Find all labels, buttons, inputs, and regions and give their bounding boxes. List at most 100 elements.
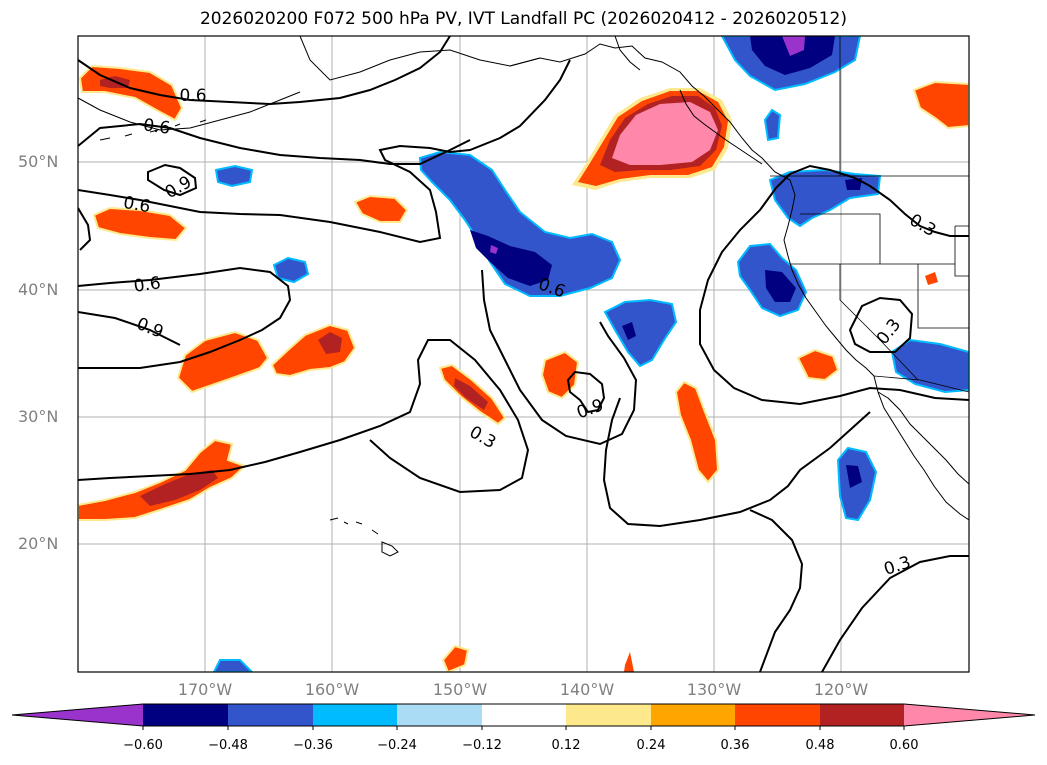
pc-positive-blob-subtropical-jet xyxy=(140,470,218,506)
pc-negative-blob-long xyxy=(470,230,552,286)
contour-label-group: 0.6 0.6 0.9 0.6 0.6 0.9 0.6 0.3 0.9 0.3 … xyxy=(122,86,939,580)
lon-label-120w: 120°W xyxy=(813,680,869,699)
pc-positive-blob-gulf-alaska xyxy=(612,102,718,165)
negative-anomaly-fields xyxy=(212,36,969,672)
contour-label: 0.6 xyxy=(179,86,206,106)
state-border xyxy=(800,213,881,264)
pc-negative-blob-mid xyxy=(603,298,678,368)
colorbar-segment xyxy=(482,704,566,726)
pv-contour-line xyxy=(848,296,914,353)
colorbar-tick-label: 0.24 xyxy=(636,738,666,753)
pc-positive-blob-bottom xyxy=(441,644,470,672)
pv-contour-line xyxy=(775,164,969,237)
contour-label: 0.6 xyxy=(142,115,172,139)
colorbar-tick-label: 0.36 xyxy=(720,738,750,753)
contour-label: 0.6 xyxy=(133,273,163,297)
pc-negative-blob-bottom xyxy=(212,659,254,672)
colorbar-tick-label: −0.24 xyxy=(377,738,417,753)
pc-positive-blob-small-ne xyxy=(925,272,938,285)
state-border xyxy=(917,264,969,329)
colorbar-segment xyxy=(228,704,313,726)
pc-negative-blob-baja xyxy=(846,465,862,488)
colorbar xyxy=(11,703,1036,730)
colorbar-tick-label: 0.12 xyxy=(551,738,581,753)
lon-label-140w: 140°W xyxy=(559,680,615,699)
lon-label-170w: 170°W xyxy=(177,680,233,699)
pc-negative-blob-small-3 xyxy=(763,108,782,142)
pc-positive-blob-w2 xyxy=(353,194,409,223)
lat-label-30n: 30°N xyxy=(18,407,59,426)
lon-label-130w: 130°W xyxy=(686,680,742,699)
colorbar-tick-label: −0.60 xyxy=(123,738,163,753)
colorbar-tick-label: −0.36 xyxy=(293,738,333,753)
pv-contour-line xyxy=(147,163,198,197)
alaska-coast xyxy=(614,36,641,71)
pc-positive-blob-subtropical-jet xyxy=(78,438,247,521)
colorbar-tick-label: −0.48 xyxy=(208,738,248,753)
pv-contour-line xyxy=(78,266,292,369)
pv-contour-line xyxy=(78,122,471,165)
colorbar-segment xyxy=(735,704,820,726)
pv-contour-line xyxy=(78,36,451,106)
positive-anomaly-fields xyxy=(78,64,969,672)
aleutian-islands xyxy=(99,119,207,141)
lat-label-20n: 20°N xyxy=(18,534,59,553)
pv-contour-line xyxy=(481,269,638,446)
pv-contour-line xyxy=(78,207,92,251)
lon-label-150w: 150°W xyxy=(432,680,488,699)
map-frame xyxy=(77,35,970,673)
colorbar-segment xyxy=(143,704,228,726)
colorbar-segment xyxy=(313,704,397,726)
baja-coast xyxy=(877,391,969,485)
pv-contour-line xyxy=(821,555,969,672)
political-borders xyxy=(770,36,969,393)
bc-coast xyxy=(679,89,763,165)
colorbar-segment xyxy=(566,704,651,726)
pc-negative-blob-norcal xyxy=(765,270,796,302)
lat-label-50n: 50°N xyxy=(18,152,59,171)
pc-negative-blob-long xyxy=(418,150,622,297)
us-mexico-border xyxy=(873,375,969,393)
colorbar-tick-label: 0.60 xyxy=(889,738,919,753)
pc-negative-blob-small-1 xyxy=(214,164,254,188)
colorbar-segment xyxy=(820,704,904,726)
pc-positive-blob-bottom xyxy=(624,652,634,672)
figure-title: 2026020200 F072 500 hPa PV, IVT Landfall… xyxy=(199,9,847,29)
alaska-coast xyxy=(509,43,791,181)
pv-contour-line xyxy=(602,397,871,528)
lat-label-40n: 40°N xyxy=(18,280,59,299)
pc-negative-blob-top xyxy=(782,36,805,56)
hawaii-islands xyxy=(329,517,399,557)
pv-contour-line xyxy=(78,339,530,494)
colorbar-tick-marks xyxy=(142,726,905,730)
state-border xyxy=(839,264,919,381)
pc-positive-blob-diagonal xyxy=(454,378,488,410)
pc-negative-blob-mid xyxy=(622,322,636,340)
colorbar-segment xyxy=(397,704,482,726)
colorbar-segment xyxy=(651,704,735,726)
pv-contour-line xyxy=(699,187,969,406)
colorbar-extend-right xyxy=(904,704,1035,726)
pc-positive-blob-offshore-south xyxy=(674,380,720,484)
pv-contours xyxy=(78,36,969,672)
pc-positive-blob-socal xyxy=(796,348,840,382)
pc-positive-blob-w1 xyxy=(92,206,188,242)
pc-negative-blob-nw-coast xyxy=(845,178,862,190)
pv-contour-line xyxy=(78,311,181,346)
colorbar-tick-label: −0.12 xyxy=(462,738,502,753)
baja-coast xyxy=(873,375,969,521)
pv-contour-line xyxy=(749,509,804,672)
lon-label-160w: 160°W xyxy=(304,680,360,699)
colorbar-extend-left xyxy=(12,704,143,726)
pc-negative-blob-top xyxy=(750,36,835,75)
alaska-coast xyxy=(299,36,541,81)
pc-positive-blob-central-west xyxy=(176,330,270,394)
pc-positive-blob-ne-corner xyxy=(912,80,969,130)
pc-positive-blob-central-west xyxy=(318,332,342,354)
state-border xyxy=(954,225,969,277)
west-coast-usa xyxy=(783,179,875,377)
pv-contour-line xyxy=(78,59,571,244)
pc-negative-blob-long xyxy=(490,245,498,254)
contour-label: 0.6 xyxy=(122,193,152,217)
